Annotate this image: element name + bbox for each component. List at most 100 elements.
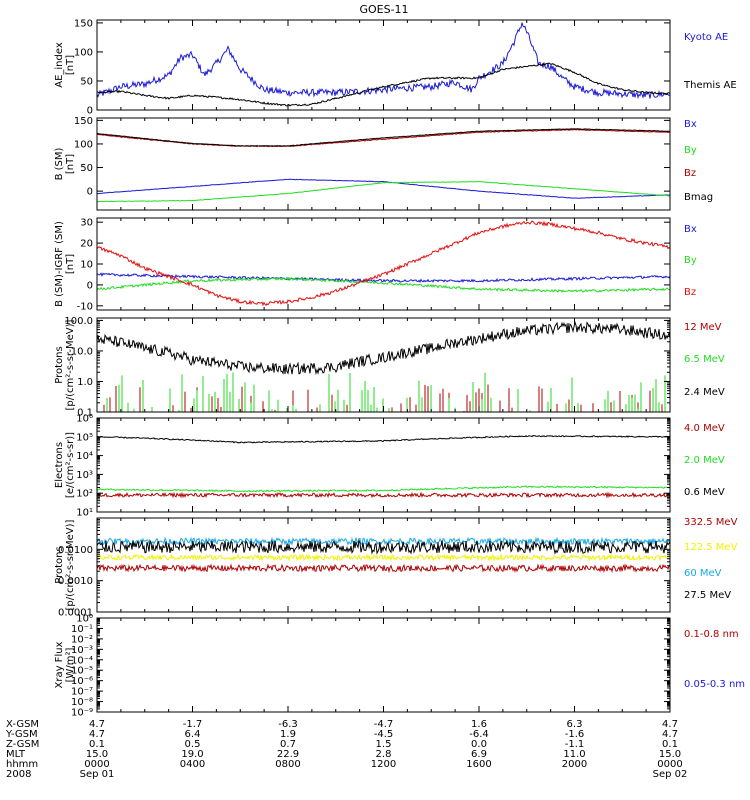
series-bx (97, 272, 670, 284)
footer-value: 1600 (466, 759, 491, 770)
y-axis-label: Protons (54, 346, 65, 383)
y-tick-label: 50 (80, 76, 93, 87)
y-axis-label: [p/(cm²-s-sr-MeV)] (65, 319, 76, 410)
series-0-6-mev (97, 435, 670, 444)
y-axis-label: AE_index (54, 42, 65, 88)
y-tick-label: 150 (74, 116, 93, 127)
y-tick-label: 150 (74, 18, 93, 29)
y-tick-label: 10⁻⁸ (71, 697, 93, 708)
series-332-5-mev (97, 563, 670, 574)
legend-entry: 0.6 MeV (684, 487, 725, 498)
series-bx (97, 178, 670, 199)
footer-value: 1.9 (280, 729, 296, 740)
y-tick-label: 0.1 (77, 408, 93, 419)
footer-value: 11.0 (563, 749, 585, 760)
series-themis-ae (97, 62, 670, 107)
panel-5: 10¹ 10² 10³ 10⁴ 10⁵ 10⁶ Electrons [e/(cm²-s-sr)… (54, 414, 725, 519)
footer-row-label: hhmm (6, 759, 38, 770)
footer-value: 1.5 (376, 739, 392, 750)
legend-entry: 122.5 MeV (684, 542, 738, 553)
footer-value: 0.1 (89, 739, 105, 750)
y-axis-label: [nT] (65, 154, 76, 174)
legend-entry: 27.5 MeV (684, 590, 731, 601)
y-axis-label: [p/(cm²-s-sr-MeV)] (65, 519, 76, 610)
footer-value: 2000 (562, 759, 587, 770)
y-axis-label: Xray Flux (54, 641, 65, 688)
footer-row-label: Z-GSM (6, 739, 39, 750)
y-tick-label: 20 (80, 239, 93, 250)
series-2-4-mev (97, 320, 670, 376)
footer-value: 22.9 (277, 749, 299, 760)
legend-entry: Bx (684, 224, 697, 235)
y-tick-label: 0 (87, 106, 93, 117)
footer-value: 4.7 (89, 729, 105, 740)
y-tick-label: 10⁶ (76, 414, 93, 425)
y-tick-label: 10⁻⁹ (71, 708, 93, 719)
series-group (97, 22, 670, 107)
footer-value: 1200 (371, 759, 396, 770)
footer-value: 1.6 (471, 719, 487, 730)
series-group (97, 435, 670, 499)
y-tick-label: 10⁰ (76, 614, 93, 625)
footer-row-label: X-GSM (6, 719, 39, 730)
series-group (97, 320, 670, 412)
y-tick-label: 10⁵ (76, 432, 93, 443)
legend-entry: 0.1-0.8 nm (684, 629, 739, 640)
y-axis-label: [nT] (65, 55, 76, 75)
y-tick-label: 30 (80, 218, 93, 229)
y-axis-label: B (SM)-IGRF (SM) (54, 221, 65, 307)
panel-frame (96, 617, 671, 713)
footer-value: 0.0 (471, 739, 487, 750)
series-bz (97, 220, 670, 307)
series-27-5-mev (97, 539, 670, 555)
y-tick-label: 10¹ (76, 508, 93, 519)
footer-value: 0.7 (280, 739, 296, 750)
footer-value: 6.3 (567, 719, 583, 730)
y-tick-label: 100.0 (64, 316, 93, 327)
y-tick-label: 100 (74, 139, 93, 150)
series-2-0-mev (97, 485, 670, 493)
footer-row-label: MLT (6, 749, 26, 760)
y-tick-label: -10 (77, 301, 93, 312)
legend-entry: 2.0 MeV (684, 455, 725, 466)
series-4-0-mev (97, 491, 670, 499)
legend-entry: Bz (684, 287, 696, 298)
y-tick-label: 10⁻⁷ (71, 687, 93, 698)
y-tick-label: 10 (80, 260, 93, 271)
legend-entry: 332.5 MeV (684, 517, 738, 528)
ephemeris-footer: X-GSMY-GSMZ-GSMMLThhmm20084.74.70.115.00… (5, 719, 687, 780)
footer-value: -4.7 (374, 719, 394, 730)
y-tick-label: 0 (87, 280, 93, 291)
y-tick-label: 50 (80, 163, 93, 174)
panel-frame (96, 317, 671, 413)
y-tick-label: 10³ (76, 470, 93, 481)
y-tick-label: 0.0100 (58, 545, 93, 556)
footer-value: 0400 (180, 759, 205, 770)
panel-frame (96, 117, 671, 211)
series-group (97, 220, 670, 307)
footer-value: 15.0 (86, 749, 108, 760)
footer-value: -1.7 (183, 719, 203, 730)
chart-title: GOES-11 (359, 3, 408, 16)
footer-value: -6.4 (469, 729, 489, 740)
footer-value: -4.5 (374, 729, 394, 740)
legend-entry: Themis AE (683, 80, 737, 91)
y-axis-label: Protons (54, 546, 65, 583)
panel-4: 0.1 1.0 10.0 100.0 Protons [p/(cm²-s-sr-MeV)]… (54, 316, 725, 419)
panel-1: 0 50 100 150 AE_index [nT] Kyoto AE Themis AE (54, 18, 737, 116)
y-axis-label: [e/(cm²-s-sr)] (65, 432, 76, 498)
footer-value: 4.7 (662, 719, 678, 730)
footer-value: -6.3 (278, 719, 298, 730)
series-by (97, 180, 670, 203)
y-axis-label: Electrons (54, 442, 65, 488)
footer-value: 0800 (275, 759, 300, 770)
y-axis-label: [nT] (65, 254, 76, 274)
legend-entry: Bz (684, 168, 696, 179)
footer-value: 0.5 (185, 739, 201, 750)
legend-entry: Kyoto AE (684, 32, 728, 43)
series-group (97, 536, 670, 574)
legend-entry: By (684, 255, 697, 266)
